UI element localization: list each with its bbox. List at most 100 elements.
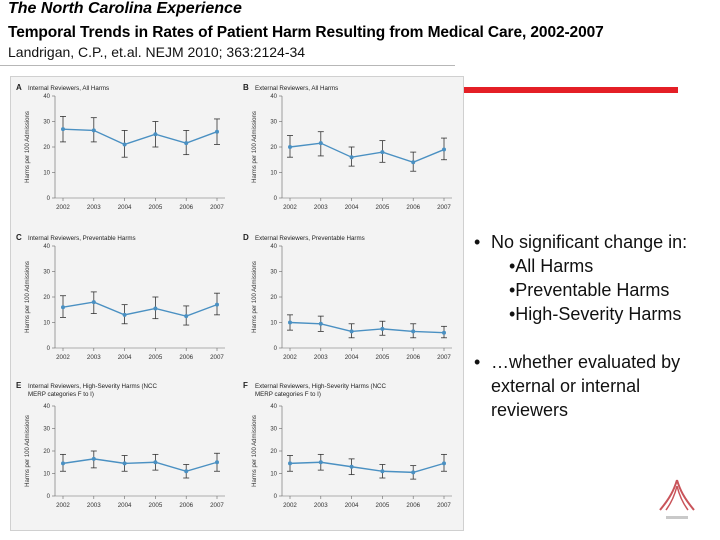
x-tick-label: 2007 (210, 204, 224, 211)
x-tick-label: 2006 (406, 502, 420, 509)
x-tick-label: 2007 (210, 354, 224, 361)
slide-citation: Landrigan, C.P., et.al. NEJM 2010; 363:2… (8, 44, 306, 60)
data-point (380, 326, 385, 331)
panel-title: Internal Reviewers, High-Severity Harms … (28, 383, 157, 390)
y-axis-label: Harms per 100 Admissions (25, 261, 31, 333)
panel-label: A (16, 83, 22, 92)
data-point (349, 329, 354, 334)
y-axis-label: Harms per 100 Admissions (25, 111, 31, 183)
y-axis-label: Harms per 100 Admissions (25, 415, 31, 487)
sub-bullet-high-severity-harms: •High-Severity Harms (509, 304, 682, 324)
header-divider (0, 65, 455, 66)
y-tick-label: 10 (43, 472, 50, 478)
y-tick-label: 20 (43, 449, 50, 455)
y-tick-label: 0 (47, 346, 51, 352)
slide-title: The North Carolina Experience (8, 0, 242, 17)
panel-label: E (16, 381, 22, 390)
data-point (184, 469, 189, 474)
bullet-marker: • (474, 232, 481, 252)
data-point (91, 456, 96, 461)
data-point (380, 150, 385, 155)
x-tick-label: 2006 (179, 354, 193, 361)
x-tick-label: 2005 (149, 204, 163, 211)
data-point (380, 469, 385, 474)
data-point (61, 305, 65, 310)
y-tick-label: 20 (43, 295, 50, 301)
x-tick-label: 2005 (376, 204, 390, 211)
x-tick-label: 2004 (345, 354, 359, 361)
panel-title: Internal Reviewers, Preventable Harms (28, 235, 136, 242)
series-line (62, 128, 218, 146)
data-point (442, 147, 446, 152)
slide-subtitle: Temporal Trends in Rates of Patient Harm… (8, 24, 604, 41)
panel-title: External Reviewers, Preventable Harms (255, 235, 365, 242)
x-tick-label: 2003 (314, 204, 328, 211)
data-point (215, 460, 219, 465)
x-tick-label: 2003 (314, 502, 328, 509)
y-axis-label: Harms per 100 Admissions (252, 261, 258, 333)
x-tick-label: 2003 (87, 204, 101, 211)
data-point (288, 320, 292, 325)
panel-title: External Reviewers, High-Severity Harms … (255, 383, 387, 390)
data-point (442, 330, 446, 335)
panel-label: D (243, 233, 249, 242)
y-tick-label: 40 (270, 94, 277, 100)
data-point (411, 470, 416, 475)
x-tick-label: 2004 (118, 204, 132, 211)
series-line (289, 321, 445, 334)
data-point (122, 142, 127, 147)
data-point (318, 321, 323, 326)
y-tick-label: 40 (43, 244, 50, 250)
data-point (61, 127, 65, 132)
x-tick-label: 2002 (56, 204, 70, 211)
x-tick-label: 2006 (179, 502, 193, 509)
panel-label: B (243, 83, 249, 92)
series-line (289, 142, 445, 164)
data-point (288, 145, 292, 149)
x-tick-label: 2007 (210, 502, 224, 509)
figure-charts: A Internal Reviewers, All Harms 0 10 20 30 40 H… (16, 83, 452, 509)
data-point (215, 302, 219, 307)
data-point (411, 329, 416, 334)
panel-title: MERP categories F to I) (255, 391, 321, 398)
y-tick-label: 0 (47, 196, 51, 202)
data-point (318, 460, 323, 465)
y-tick-label: 10 (43, 171, 50, 177)
y-tick-label: 40 (43, 404, 50, 410)
series-line (289, 461, 445, 474)
y-tick-label: 20 (270, 145, 277, 151)
data-point (122, 461, 127, 466)
x-tick-label: 2005 (149, 354, 163, 361)
x-tick-label: 2007 (437, 204, 451, 211)
accent-bar (464, 87, 678, 93)
y-tick-label: 30 (43, 270, 50, 276)
series-line (62, 458, 218, 472)
y-tick-label: 20 (43, 145, 50, 151)
x-tick-label: 2007 (437, 354, 451, 361)
x-tick-label: 2004 (345, 502, 359, 509)
data-point (153, 132, 158, 137)
y-tick-label: 40 (43, 94, 50, 100)
y-tick-label: 30 (43, 427, 50, 433)
y-tick-label: 10 (43, 321, 50, 327)
bullet-marker: • (474, 352, 481, 372)
x-tick-label: 2006 (179, 204, 193, 211)
y-tick-label: 10 (270, 321, 277, 327)
y-tick-label: 10 (270, 171, 277, 177)
y-tick-label: 30 (43, 120, 50, 126)
x-tick-label: 2006 (406, 354, 420, 361)
x-tick-label: 2002 (56, 502, 70, 509)
y-tick-label: 0 (47, 494, 51, 500)
data-point (91, 300, 96, 305)
y-tick-label: 30 (270, 120, 277, 126)
y-tick-label: 30 (270, 427, 277, 433)
x-tick-label: 2003 (87, 502, 101, 509)
society-logo-icon (659, 479, 695, 519)
x-tick-label: 2004 (118, 354, 132, 361)
data-point (288, 461, 292, 466)
x-tick-label: 2002 (56, 354, 70, 361)
panel-title: Internal Reviewers, All Harms (28, 85, 109, 92)
x-tick-label: 2004 (345, 204, 359, 211)
y-tick-label: 20 (270, 449, 277, 455)
y-tick-label: 10 (270, 472, 277, 478)
